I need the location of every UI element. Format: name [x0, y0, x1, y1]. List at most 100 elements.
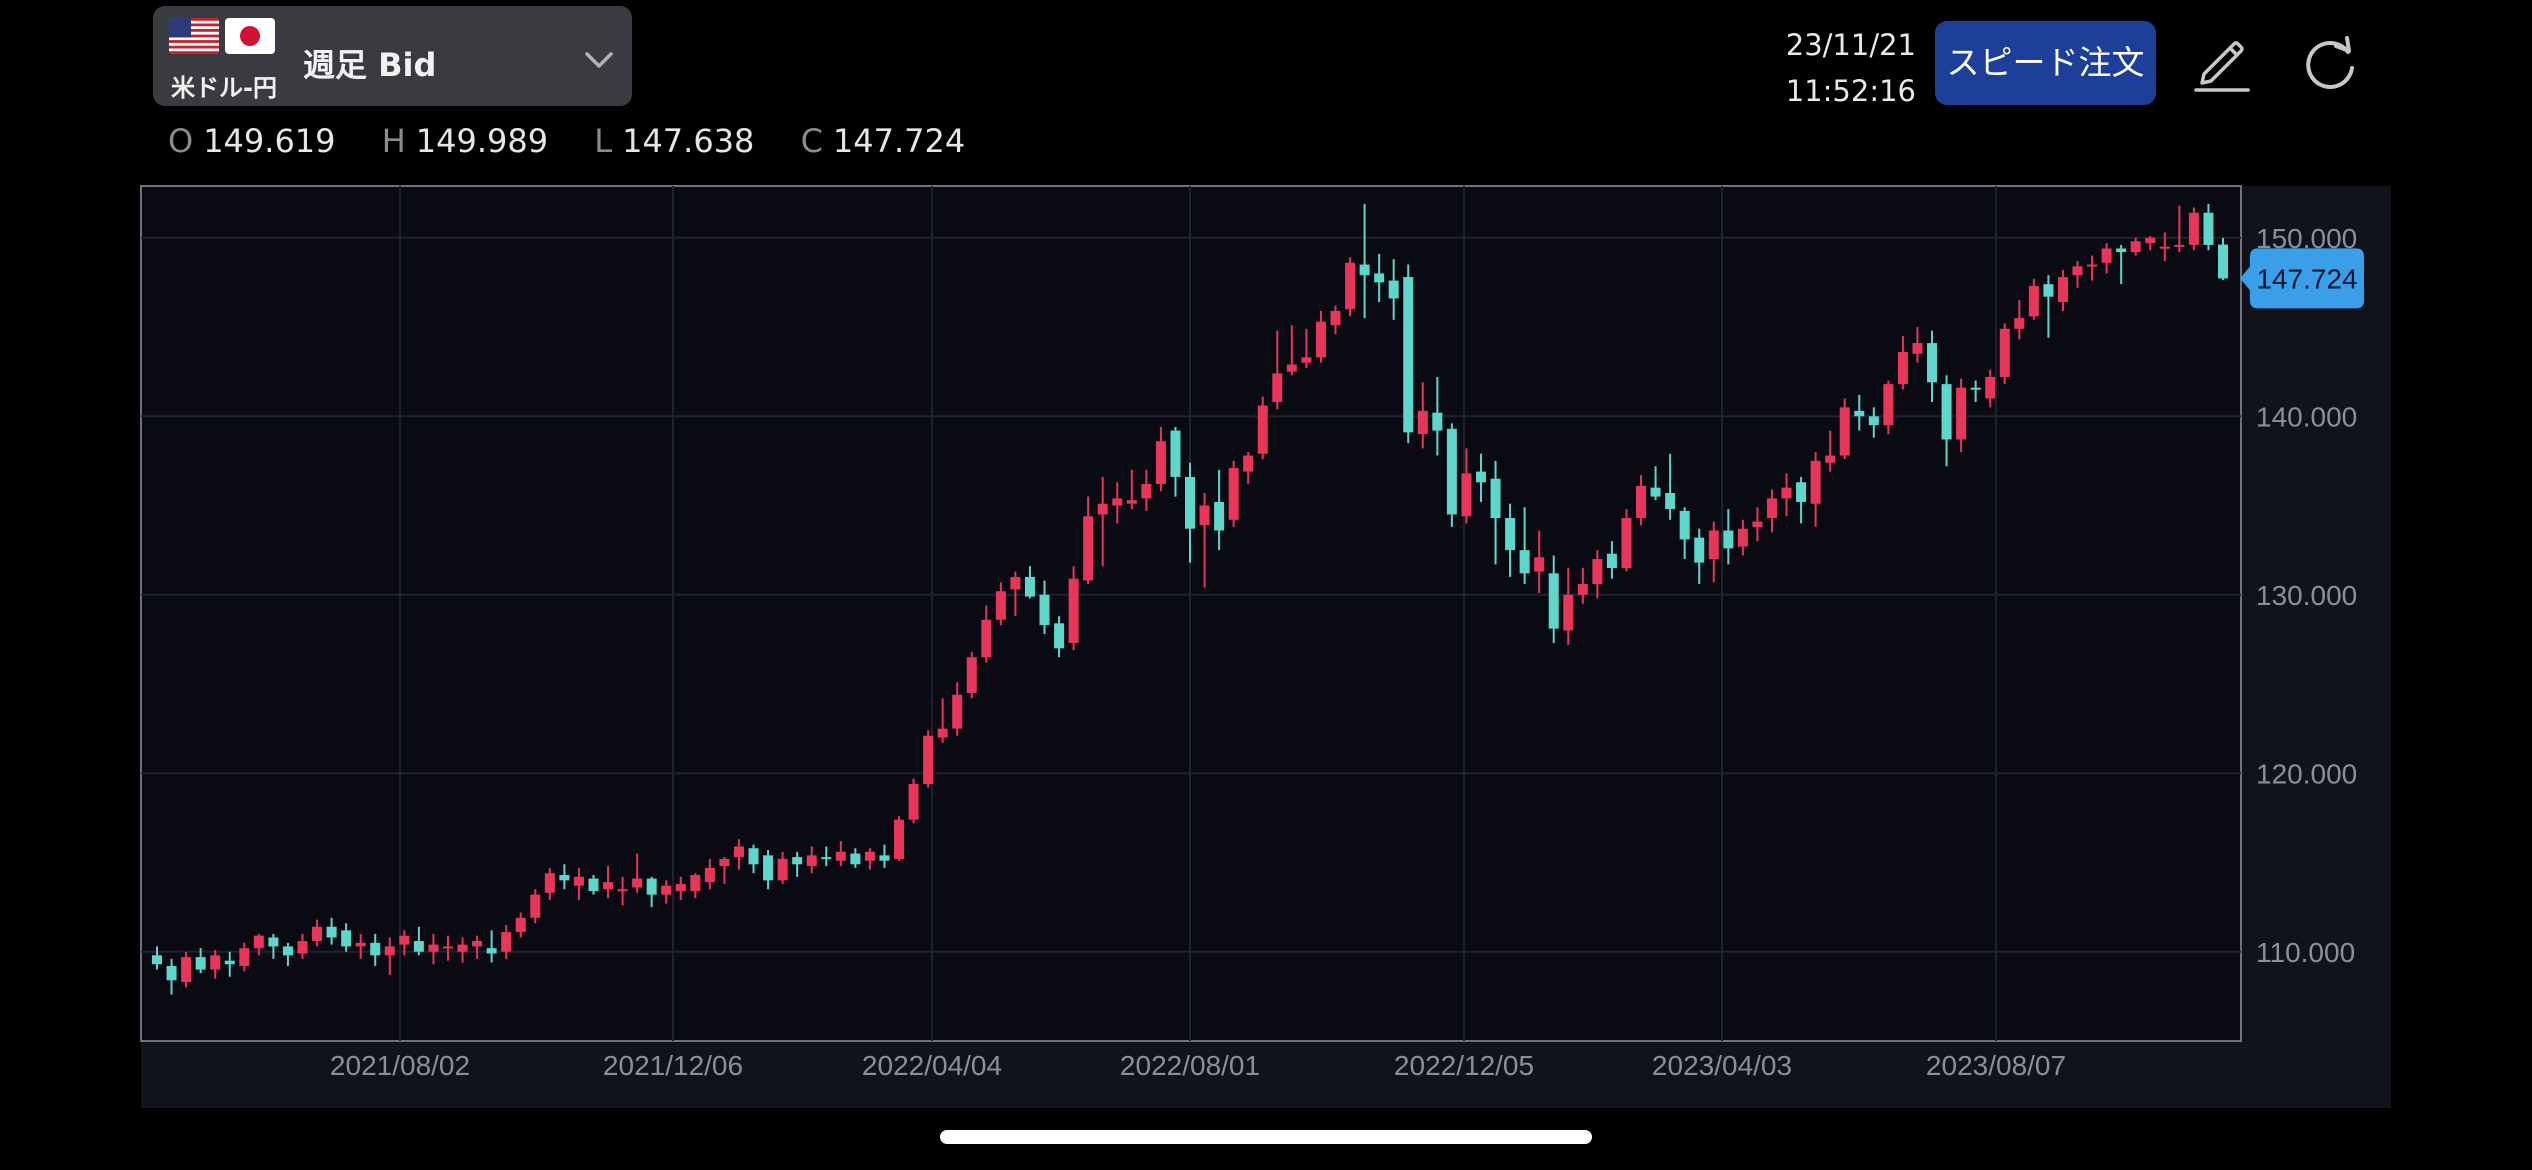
timestamp: 23/11/21 11:52:16	[1760, 22, 1916, 114]
candle-body	[2218, 244, 2228, 279]
candle	[530, 889, 541, 924]
candle-body	[1345, 262, 1356, 310]
candle	[1825, 430, 1836, 472]
candle	[1374, 253, 1385, 303]
candle-body	[1257, 405, 1268, 454]
candle	[195, 948, 206, 974]
candle	[1868, 407, 1879, 438]
candle-body	[1723, 530, 1734, 549]
candle-body	[923, 735, 934, 784]
candle	[1606, 541, 1617, 579]
candle-body	[1359, 264, 1370, 276]
candle-body	[864, 851, 875, 861]
pencil-icon[interactable]	[2190, 30, 2254, 94]
candle-body	[661, 885, 672, 895]
candle	[1941, 375, 1952, 467]
candle-body	[2203, 212, 2214, 245]
x-tick-label: 2021/08/02	[330, 1050, 470, 1081]
candle-body	[879, 855, 890, 861]
candle	[2087, 255, 2098, 281]
high-label: H	[381, 122, 406, 160]
candle-body	[1999, 328, 2010, 377]
candle	[937, 698, 948, 743]
candle-body	[632, 878, 643, 888]
candle-body	[763, 855, 774, 881]
candle-body	[1956, 387, 1967, 440]
candle-body	[515, 917, 526, 933]
candle	[675, 876, 686, 900]
candle-body	[1985, 376, 1996, 399]
candle	[1810, 451, 1821, 527]
candle	[515, 912, 526, 938]
candle-body	[1810, 460, 1821, 504]
candle-body	[1519, 550, 1530, 574]
currency-pair-selector[interactable]: 米ドル-円 週足 Bid	[153, 6, 632, 106]
candle	[428, 933, 439, 965]
candle-body	[704, 867, 715, 883]
candle-body	[1708, 530, 1719, 560]
candle	[2174, 205, 2185, 253]
candle	[457, 937, 468, 963]
candle	[1708, 521, 1719, 583]
candle-body	[1577, 584, 1588, 595]
candle	[1577, 567, 1588, 604]
candle-body	[1083, 516, 1094, 581]
candle-body	[2159, 246, 2170, 249]
candle	[1854, 394, 1865, 431]
candle-body	[312, 926, 323, 942]
candle	[879, 844, 890, 868]
candle-body	[937, 728, 948, 738]
candle-body	[1010, 576, 1021, 590]
candle	[821, 846, 832, 867]
candle	[1286, 325, 1297, 376]
candle	[1665, 453, 1676, 520]
candle	[1257, 396, 1268, 460]
candle	[1927, 330, 1938, 402]
candle-body	[1796, 482, 1807, 502]
candle	[181, 951, 192, 988]
candle	[777, 851, 788, 884]
candle-body	[181, 957, 192, 983]
candle	[1839, 398, 1850, 460]
candle-body	[399, 935, 410, 945]
candle	[1083, 496, 1094, 585]
candle	[1345, 257, 1356, 317]
speed-order-button[interactable]: スピード注文	[1935, 21, 2156, 105]
candle	[1301, 328, 1312, 369]
candle-body	[472, 941, 483, 947]
candle-body	[2043, 284, 2054, 297]
candle-body	[152, 955, 162, 965]
candle	[2072, 260, 2083, 288]
candle-body	[1388, 280, 1399, 299]
candle	[661, 880, 672, 904]
candle	[1534, 530, 1545, 593]
candle-body	[835, 851, 846, 861]
candle	[1432, 376, 1443, 456]
candle-body	[1679, 510, 1690, 540]
candle-body	[530, 894, 541, 918]
candle	[1010, 571, 1021, 617]
candle-body	[341, 930, 352, 947]
chart-grid	[141, 186, 2241, 1041]
current-price-label: 147.724	[2256, 263, 2357, 294]
candle	[1461, 448, 1472, 524]
candle-body	[1868, 416, 1879, 426]
candle-body	[1592, 559, 1603, 585]
candle	[2116, 244, 2127, 285]
candle	[1505, 503, 1516, 577]
x-tick-label: 2023/04/03	[1652, 1050, 1792, 1081]
candle-body	[1766, 498, 1777, 519]
candle	[2188, 207, 2199, 251]
candle	[1723, 509, 1734, 565]
candle-body	[1548, 573, 1559, 629]
candle	[923, 730, 934, 788]
candle-body	[486, 948, 497, 954]
candle	[1272, 330, 1283, 410]
candle-body	[224, 960, 235, 965]
candle-body	[1737, 528, 1748, 547]
candle	[370, 933, 381, 967]
x-tick-label: 2022/08/01	[1120, 1050, 1260, 1081]
refresh-icon[interactable]	[2298, 32, 2362, 96]
